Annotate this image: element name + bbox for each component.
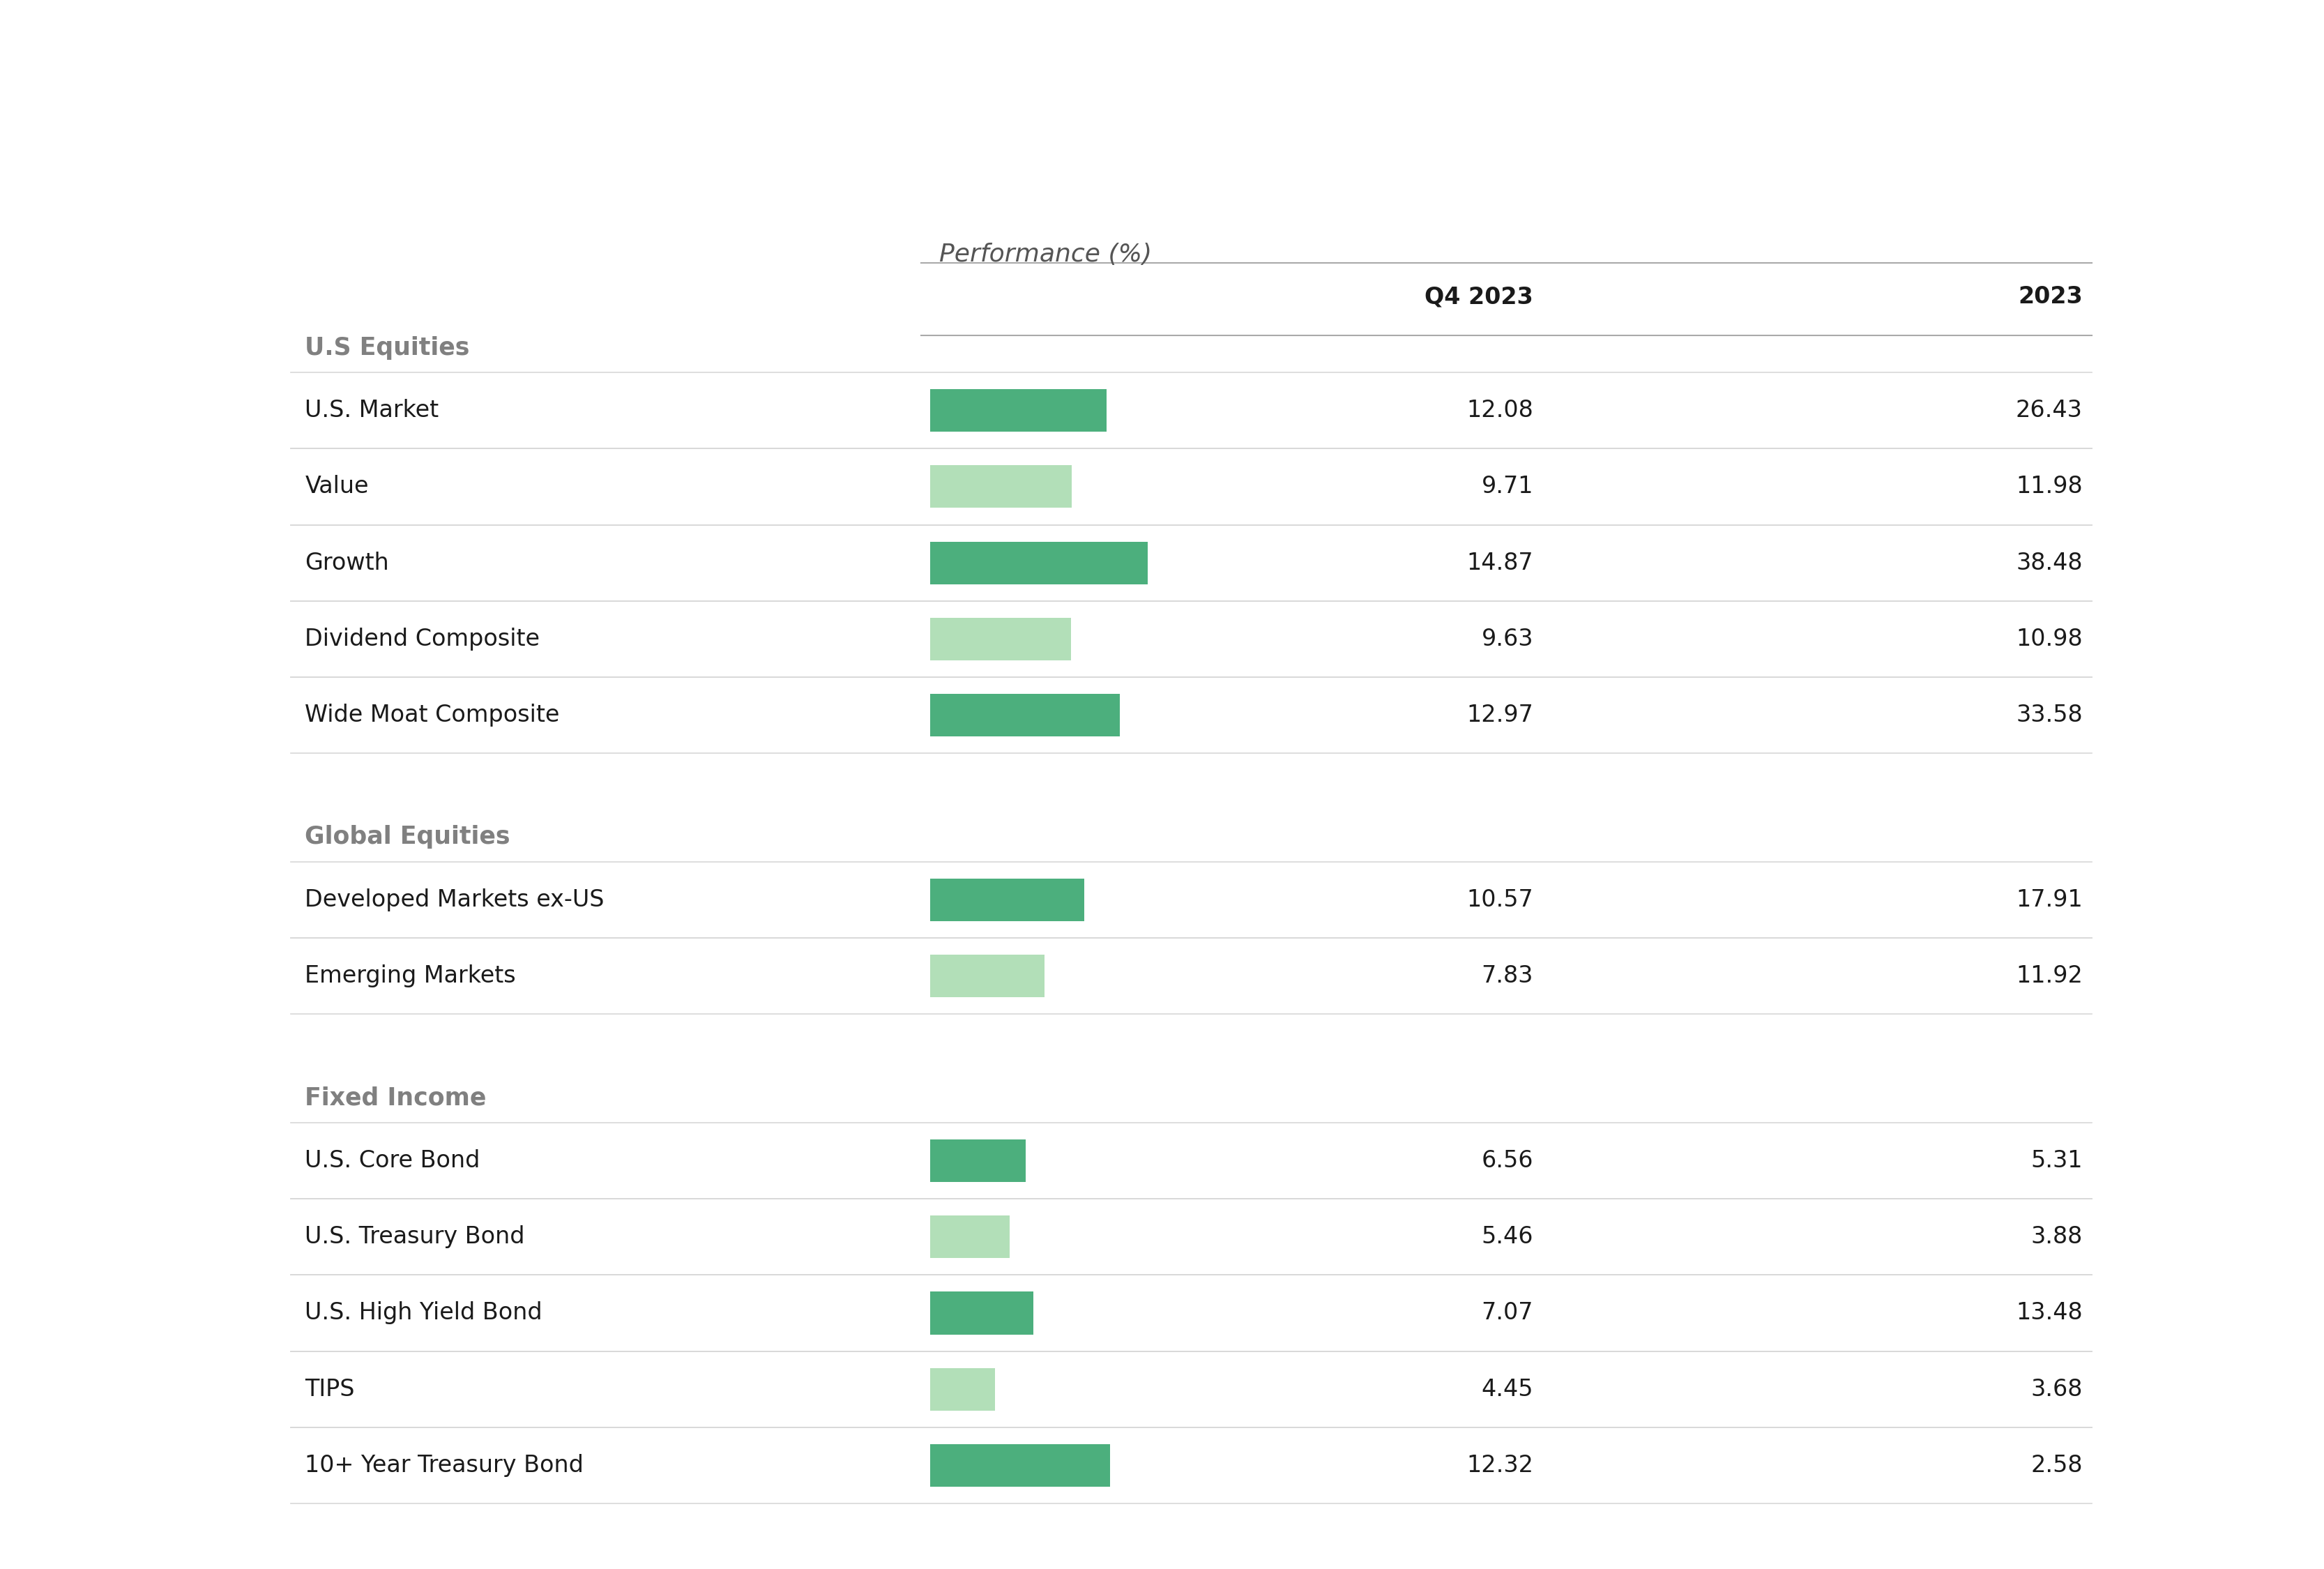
Bar	[930, 389, 1106, 431]
Text: 9.63: 9.63	[1480, 628, 1534, 651]
Text: 10.57: 10.57	[1466, 888, 1534, 912]
Bar	[930, 466, 1071, 508]
Text: 10+ Year Treasury Bond: 10+ Year Treasury Bond	[304, 1454, 583, 1476]
Text: U.S. Treasury Bond: U.S. Treasury Bond	[304, 1225, 525, 1249]
Text: Developed Markets ex-US: Developed Markets ex-US	[304, 888, 604, 912]
Bar	[930, 618, 1071, 661]
Text: 9.71: 9.71	[1480, 475, 1534, 499]
Bar	[930, 1443, 1111, 1486]
Text: 5.46: 5.46	[1480, 1225, 1534, 1249]
Text: 17.91: 17.91	[2015, 888, 2082, 912]
Text: 33.58: 33.58	[2015, 703, 2082, 726]
Bar	[930, 954, 1043, 998]
Text: 12.32: 12.32	[1466, 1454, 1534, 1476]
Bar	[930, 1291, 1034, 1334]
Bar	[930, 879, 1085, 921]
Text: 3.68: 3.68	[2031, 1378, 2082, 1401]
Text: U.S. Core Bond: U.S. Core Bond	[304, 1150, 481, 1172]
Text: 11.98: 11.98	[2015, 475, 2082, 499]
Text: Global Equities: Global Equities	[304, 825, 511, 849]
Text: Value: Value	[304, 475, 370, 499]
Text: 11.92: 11.92	[2015, 965, 2082, 987]
Text: U.S. High Yield Bond: U.S. High Yield Bond	[304, 1302, 541, 1324]
Text: 6.56: 6.56	[1480, 1150, 1534, 1172]
Text: 14.87: 14.87	[1466, 551, 1534, 574]
Text: Fixed Income: Fixed Income	[304, 1086, 486, 1109]
Text: Emerging Markets: Emerging Markets	[304, 965, 516, 987]
Text: 7.07: 7.07	[1480, 1302, 1534, 1324]
Text: Q4 2023: Q4 2023	[1425, 286, 1534, 309]
Text: 38.48: 38.48	[2015, 551, 2082, 574]
Text: 4.45: 4.45	[1480, 1378, 1534, 1401]
Text: 2023: 2023	[2017, 286, 2082, 309]
Text: Wide Moat Composite: Wide Moat Composite	[304, 703, 560, 726]
Text: Dividend Composite: Dividend Composite	[304, 628, 539, 651]
Text: 12.08: 12.08	[1466, 399, 1534, 422]
Bar	[930, 541, 1148, 584]
Text: 26.43: 26.43	[2015, 399, 2082, 422]
Bar	[930, 1139, 1025, 1181]
Bar	[930, 1216, 1011, 1258]
Text: Performance (%): Performance (%)	[939, 243, 1153, 267]
Text: U.S Equities: U.S Equities	[304, 336, 469, 359]
Text: 12.97: 12.97	[1466, 703, 1534, 726]
Text: 2.58: 2.58	[2031, 1454, 2082, 1476]
Text: 10.98: 10.98	[2015, 628, 2082, 651]
Text: Growth: Growth	[304, 551, 388, 574]
Text: 5.31: 5.31	[2031, 1150, 2082, 1172]
Text: 13.48: 13.48	[2015, 1302, 2082, 1324]
Text: U.S. Market: U.S. Market	[304, 399, 439, 422]
Text: 3.88: 3.88	[2031, 1225, 2082, 1249]
Text: 7.83: 7.83	[1480, 965, 1534, 987]
Bar	[930, 693, 1120, 736]
Text: TIPS: TIPS	[304, 1378, 356, 1401]
Bar	[930, 1368, 995, 1411]
